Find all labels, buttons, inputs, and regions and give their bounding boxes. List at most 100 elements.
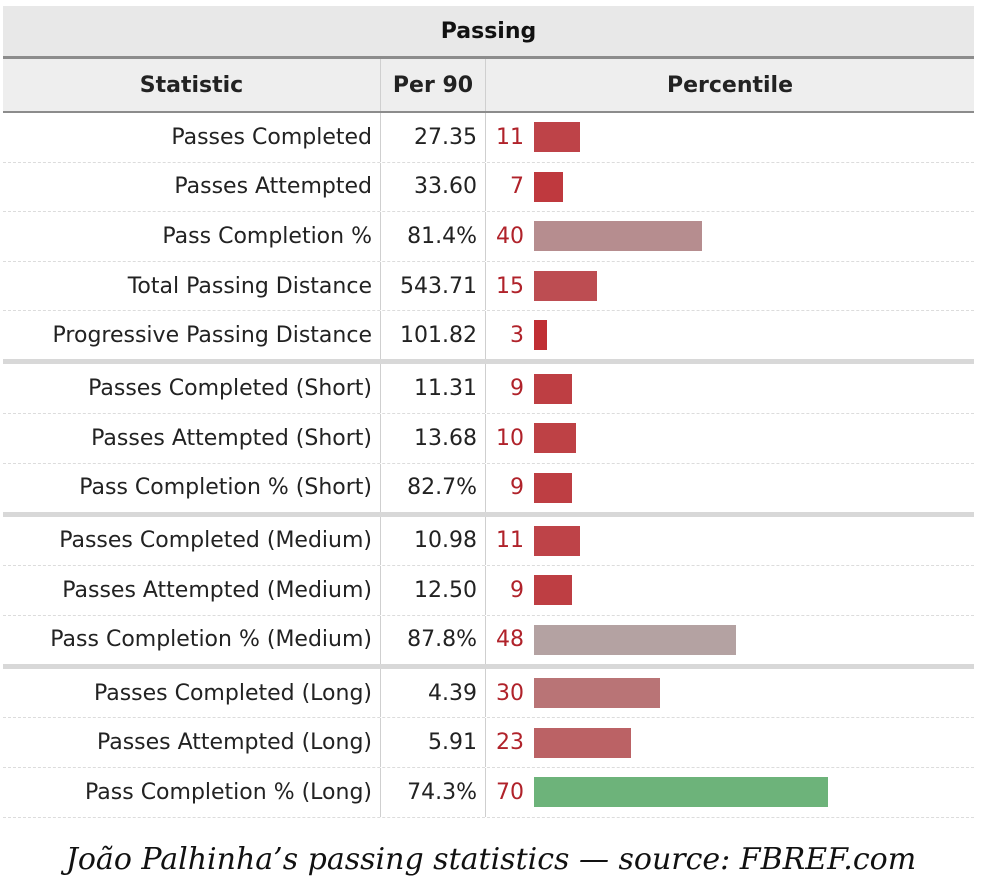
percentile-value: 70 [496,779,524,805]
statistic-label: Passes Attempted (Medium) [3,566,381,615]
statistic-label: Pass Completion % (Long) [3,767,381,817]
percentile-bar [534,221,702,252]
statistic-label: Passes Attempted [3,162,381,212]
percentile-bar-track [534,271,954,302]
statistic-label: Pass Completion % [3,212,381,261]
statistic-label: Passes Completed [3,113,381,162]
statistic-label: Pass Completion % (Medium) [3,615,381,664]
per90-value: 5.91 [381,718,486,767]
percentile-bar-track [534,423,954,454]
statistic-label: Passes Completed (Short) [3,364,381,413]
table-row: Passes Completed 27.35 11 [3,113,974,163]
table-row: Passes Attempted 33.60 7 [3,162,974,213]
percentile-cell: 40 [486,212,974,261]
per90-value: 33.60 [381,162,486,212]
percentile-bar [534,472,572,503]
percentile-cell: 70 [486,768,974,817]
table-row: Pass Completion % (Short) 82.7% 9 [3,463,974,517]
percentile-value: 3 [510,322,524,348]
percentile-cell: 9 [486,364,974,413]
table-row: Progressive Passing Distance 101.82 3 [3,311,974,365]
per90-value: 74.3% [381,767,486,817]
percentile-value: 9 [510,577,524,603]
percentile-value: 30 [496,680,524,706]
percentile-bar-track [534,320,954,351]
table-row: Total Passing Distance 543.71 15 [3,261,974,312]
per90-value: 13.68 [381,413,486,463]
per90-value: 27.35 [381,113,486,162]
percentile-value: 9 [510,475,524,501]
percentile-cell: 48 [486,616,974,664]
percentile-bar [534,122,581,153]
table-row: Pass Completion % 81.4% 40 [3,212,974,262]
percentile-bar [534,678,660,709]
statistic-label: Passes Attempted (Short) [3,413,381,463]
percentile-cell: 3 [486,311,974,359]
percentile-bar [534,423,576,454]
table-row: Passes Completed (Medium) 10.98 11 [3,516,974,567]
percentile-bar-track [534,171,954,202]
per90-value: 11.31 [381,364,486,413]
percentile-value: 15 [496,273,524,299]
percentile-value: 23 [496,730,524,756]
table-row: Passes Attempted (Short) 13.68 10 [3,413,974,464]
statistic-label: Total Passing Distance [3,261,381,311]
percentile-cell: 23 [486,718,974,767]
percentile-value: 11 [496,124,524,150]
per90-value: 543.71 [381,261,486,311]
header-statistic[interactable]: Statistic [3,59,381,111]
table-title: Passing [3,6,974,56]
percentile-value: 11 [496,528,524,554]
percentile-bar [534,727,631,758]
percentile-bar [534,320,547,351]
percentile-bar [534,624,736,655]
header-row: Statistic Per 90 Percentile [3,56,974,113]
per90-value: 82.7% [381,463,486,512]
table-row: Passes Attempted (Long) 5.91 23 [3,718,974,768]
percentile-bar [534,575,572,606]
percentile-cell: 11 [486,113,974,162]
per90-value: 12.50 [381,566,486,615]
percentile-bar-track [534,678,954,709]
table-row: Pass Completion % (Long) 74.3% 70 [3,767,974,818]
table-row: Passes Completed (Short) 11.31 9 [3,364,974,414]
table-row: Passes Completed (Long) 4.39 30 [3,668,974,719]
percentile-cell: 15 [486,262,974,311]
percentile-bar-track [534,373,954,404]
percentile-bar [534,525,581,556]
percentile-bar-track [534,525,954,556]
percentile-bar-track [534,777,954,808]
percentile-cell: 30 [486,669,974,718]
percentile-bar-track [534,624,954,655]
percentile-cell: 7 [486,163,974,212]
percentile-bar [534,171,564,202]
per90-value: 87.8% [381,615,486,664]
percentile-cell: 11 [486,517,974,566]
percentile-bar-track [534,122,954,153]
percentile-cell: 10 [486,414,974,463]
table-body: Passes Completed 27.35 11 Passes Attempted 3… [3,113,974,818]
percentile-cell: 9 [486,464,974,512]
passing-table: Passing Statistic Per 90 Percentile Pass… [3,6,974,818]
percentile-value: 40 [496,223,524,249]
figure-caption: João Palhinha’s passing statistics — sou… [65,842,917,877]
per90-value: 10.98 [381,516,486,566]
header-percentile[interactable]: Percentile [666,72,794,98]
statistic-label: Passes Attempted (Long) [3,718,381,767]
percentile-bar-track [534,221,954,252]
per90-value: 4.39 [381,668,486,718]
header-per90[interactable]: Per 90 [381,59,486,111]
percentile-bar [534,777,828,808]
percentile-value: 7 [510,174,524,200]
statistic-label: Passes Completed (Long) [3,668,381,718]
percentile-bar [534,373,572,404]
per90-value: 101.82 [381,311,486,360]
table-row: Pass Completion % (Medium) 87.8% 48 [3,615,974,669]
percentile-bar-track [534,472,954,503]
table-row: Passes Attempted (Medium) 12.50 9 [3,566,974,616]
percentile-value: 10 [496,425,524,451]
percentile-bar [534,271,597,302]
percentile-bar-track [534,575,954,606]
percentile-bar-track [534,727,954,758]
statistic-label: Pass Completion % (Short) [3,463,381,512]
